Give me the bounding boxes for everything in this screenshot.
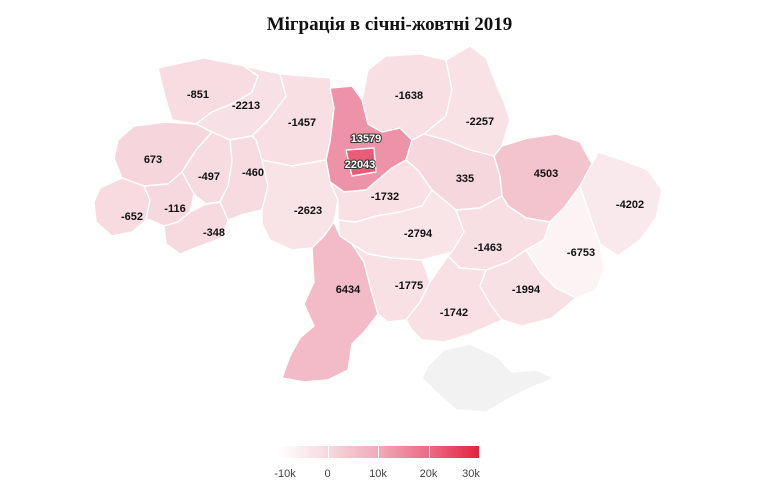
region-khmelnytskyi[interactable] [219, 135, 269, 221]
legend-tick-label: 10k [369, 468, 387, 480]
region-chernivtsi[interactable] [163, 201, 229, 255]
map-title: Міграція в січні-жовтні 2019 [266, 14, 513, 35]
region-odesa[interactable] [281, 221, 379, 383]
region-zakarpattia[interactable] [93, 177, 151, 237]
region-value-zakarpattia: -652 [121, 211, 143, 223]
legend-tick-label: 20k [419, 468, 438, 480]
region-value-rivne: -2213 [232, 100, 260, 112]
region-crimea[interactable] [421, 343, 555, 413]
region-kherson[interactable] [405, 255, 503, 343]
region-value-chernihiv: -1638 [395, 90, 423, 102]
region-value-cherkasy: -1732 [371, 191, 399, 203]
legend-tick-mark [428, 446, 430, 458]
region-value-zhytomyr: -1457 [288, 117, 316, 129]
region-value-volyn: -851 [187, 89, 209, 101]
region-value-lviv: 673 [144, 154, 162, 166]
legend-tick-label: -10k [274, 468, 296, 480]
region-value-dnipropetrovsk: -1463 [474, 242, 502, 254]
region-value-vinnytsia: -2623 [294, 205, 322, 217]
region-value-khmelnytskyi: -460 [242, 167, 264, 179]
legend-tick-label: 0 [324, 468, 331, 480]
region-value-kharkiv: 4503 [534, 168, 558, 180]
region-value-kyiv-oblast: 13579 [351, 133, 382, 145]
region-value-zaporizhzhia: -1994 [512, 284, 541, 296]
region-value-ternopil: -497 [198, 171, 220, 183]
legend-tick-label: 30k [462, 468, 480, 480]
legend-tick-mark [378, 446, 379, 458]
region-value-luhansk: -4202 [616, 199, 644, 211]
region-kyiv-city[interactable] [345, 147, 377, 177]
region-value-sumy: -2257 [466, 116, 494, 128]
region-value-donetsk: -6753 [567, 247, 595, 259]
region-value-kherson: -1742 [440, 307, 468, 319]
map-regions [93, 45, 663, 413]
region-value-mykolaiv: -1775 [395, 280, 423, 292]
region-value-chernivtsi: -348 [203, 227, 225, 239]
region-value-poltava: 335 [456, 173, 474, 185]
ukraine-choropleth-map: -851 -2213 -1457 13579 22043 -1638 -2257 673 -49… [93, 45, 663, 413]
region-value-odesa: 6434 [336, 284, 361, 296]
region-value-kyiv-city: 22043 [345, 159, 376, 171]
region-value-kirovohrad: -2794 [404, 228, 433, 240]
map-value-labels: -851 -2213 -1457 13579 22043 -1638 -2257 673 -49… [121, 89, 644, 319]
legend-tick-mark [327, 446, 329, 458]
region-value-ivano-frankivsk: -116 [164, 203, 185, 215]
color-legend: -10k 0 10k 20k 30k [274, 446, 480, 486]
